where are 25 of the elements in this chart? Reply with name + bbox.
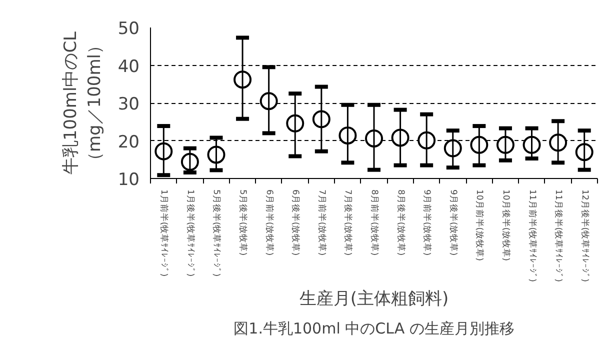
y-tick-label: 10 — [118, 170, 140, 190]
x-tick-label: 12月後半(牧草ｻｲﾚｰｼﾞ) — [579, 190, 590, 282]
x-axis-title: 生産月(主体粗飼料) — [299, 288, 449, 309]
y-axis-title: 牛乳100ml中のCL （mg／100ml） — [60, 30, 105, 175]
x-tick-label: 1月後半(牧草ｻｲﾚｰｼﾞ) — [184, 190, 196, 277]
y-tick-label: 20 — [118, 132, 140, 152]
x-tick-label: 1月前半(牧草ｻｲﾚｰｼﾞ) — [158, 190, 170, 277]
x-tick-label: 7月後半(放牧草) — [342, 190, 354, 256]
y-tick-label: 30 — [118, 94, 140, 114]
x-tick-label: 5月後半(牧草ｻｲﾚｰｼﾞ) — [211, 190, 222, 277]
caption: 図1.牛乳100ml 中のCLA の生産月別推移 — [234, 320, 514, 338]
x-tick-label: 6月後半(放牧草) — [290, 190, 302, 256]
x-tick-label: 7月前半(放牧草) — [316, 190, 328, 256]
x-tick-label: 11月前半(牧草ｻｲﾚｰｼﾞ) — [526, 190, 538, 282]
x-tick-label: 11月後半(牧草ｻｲﾚｰｼﾞ) — [553, 190, 564, 282]
x-tick-label: 5月後半(放牧草) — [238, 190, 249, 256]
x-tick-label: 8月後半(放牧草) — [395, 190, 406, 256]
x-tick-label: 10月後半(放牧草) — [500, 190, 512, 261]
x-tick-label: 9月前半(放牧草) — [422, 190, 433, 256]
x-tick-label: 8月前半(放牧草) — [369, 190, 380, 256]
x-tick-label: 10月前半(放牧草) — [474, 190, 486, 261]
x-tick-label: 6月前半(放牧草) — [264, 190, 275, 256]
y-tick-label: 50 — [118, 19, 140, 39]
x-tick-label: 9月後半(放牧草) — [448, 190, 459, 256]
y-tick-label: 40 — [118, 56, 140, 77]
